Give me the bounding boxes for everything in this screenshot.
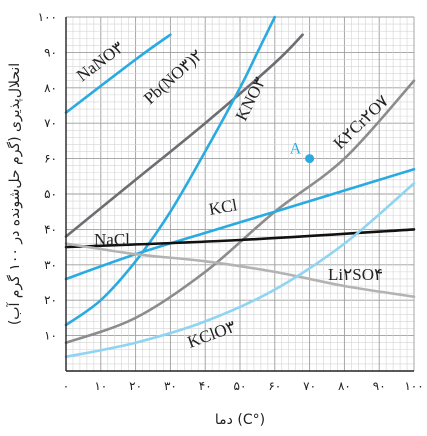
series-line-7: [64, 182, 416, 359]
series-label: Pb(NO۳)۲: [140, 46, 206, 108]
series-line-0: [64, 33, 172, 114]
y-tick-label: ۲۰: [44, 293, 57, 307]
y-tick-label: ۹۰: [44, 45, 57, 59]
y-tick-label: ۱۰۰: [38, 10, 57, 24]
series-line-3: [64, 79, 416, 344]
series-label: KCl: [207, 195, 238, 219]
x-tick-label: ۷۰: [303, 379, 316, 393]
series-line-2: [64, 15, 277, 327]
series-line-5: [64, 228, 416, 249]
y-tick-label: ۱۰: [44, 329, 57, 343]
x-tick-label: ۴۰: [199, 379, 212, 393]
x-tick-label: ۵۰: [234, 379, 247, 393]
x-tick-label: ۲۰: [129, 379, 142, 393]
x-axis-title: (°C) دما: [215, 412, 265, 428]
x-tick-label: ۱۰۰: [404, 379, 423, 393]
x-tick-label: ۹۰: [373, 379, 386, 393]
x-tick-label: ۳۰: [164, 379, 177, 393]
point-marker: [305, 154, 315, 164]
series-line-6: [64, 242, 416, 298]
series-lines: [64, 15, 416, 359]
y-tick-label: ۶۰: [44, 152, 57, 166]
y-tick-label: ۷۰: [44, 116, 57, 130]
series-line-4: [64, 167, 416, 281]
x-tick-label: ۶۰: [268, 379, 281, 393]
x-tick-label: ۸۰: [338, 379, 351, 393]
y-tick-label: ۵۰: [44, 187, 57, 201]
series-label: K۲Cr۲O۷: [330, 91, 393, 153]
y-axis-title: انحلال‌پذیری (گرم حل‌شونده در ۱۰۰ گرم آب…: [6, 63, 23, 325]
series-label: NaNO۳: [73, 38, 127, 85]
y-tick-label: ۳۰: [44, 258, 57, 272]
series-label: KClO۳: [185, 317, 238, 352]
grid: [65, 16, 415, 372]
series-line-1: [64, 33, 304, 238]
y-tick-label: ۸۰: [44, 81, 57, 95]
y-tick-label: ۴۰: [44, 222, 57, 236]
series-label: Li۲SO۴: [328, 265, 383, 284]
point-label: A: [290, 141, 302, 158]
axes: ۰ ۱۰ ۲۰ ۳۰ ۴۰ ۵۰ ۶۰ ۷۰ ۸۰ ۹۰ ۱۰۰ ۱۰ ۲۰ ۳۰ ۴۰ ۵۰ ۶۰ ۷۰ ۸۰ ۹۰…: [38, 10, 424, 393]
x-tick-label: ۰: [63, 379, 69, 393]
series-label: NaCl: [94, 230, 130, 249]
x-tick-label: ۱۰: [94, 379, 107, 393]
